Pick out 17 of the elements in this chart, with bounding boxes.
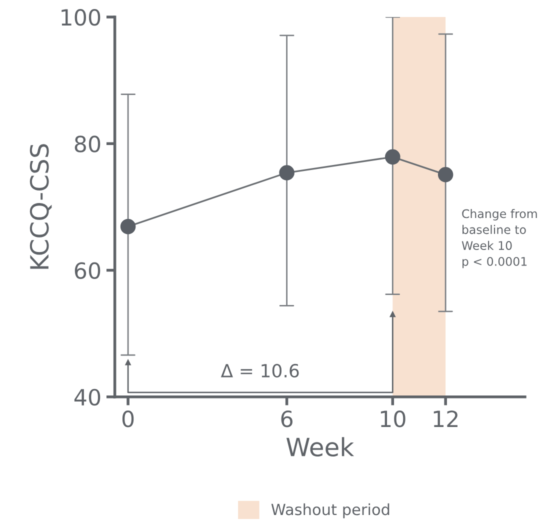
y-tick-label: 80 (74, 136, 100, 152)
x-tick-label: 6 (281, 410, 292, 428)
annotation: Change from baseline to Week 10 p < 0.0001 (462, 209, 537, 268)
x-tick-label: 12 (434, 410, 458, 427)
point (120, 218, 136, 234)
y-axis-title: KCCQ-CSS (30, 144, 52, 269)
x-axis-title: Week (286, 437, 354, 456)
y-tick-label: 100 (62, 8, 100, 26)
x-tick-label: 0 (122, 410, 134, 428)
x-tick-label: 10 (380, 410, 406, 428)
point (279, 165, 294, 180)
point (385, 149, 400, 165)
y-tick-label: 60 (74, 262, 100, 280)
annotation: Δ = 10.6 (220, 364, 299, 378)
y-tick-label: 40 (74, 388, 100, 406)
point (438, 167, 454, 182)
legend-label: Washout period (271, 503, 390, 518)
